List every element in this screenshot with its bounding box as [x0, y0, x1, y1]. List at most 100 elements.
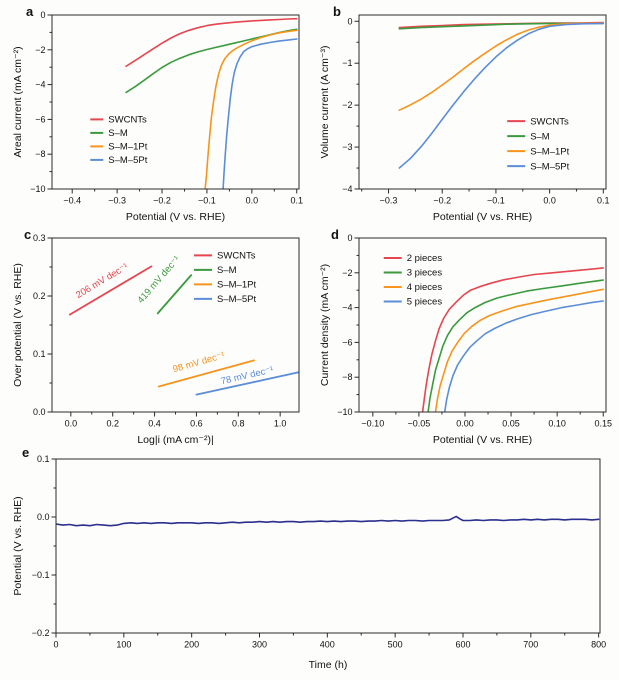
- panel-d-chart: −0.10 −0.05 0.00 0.05 0.10 0.15 0 −2 −4 −6 −8 −10 Po…: [315, 227, 615, 455]
- x-tick-label: 600: [455, 640, 470, 650]
- y-tick-label: −8: [342, 372, 352, 382]
- y-tick-label: −10: [30, 184, 45, 194]
- y-tick-label: −8: [35, 149, 45, 159]
- x-tick-label: 0.1: [290, 196, 303, 206]
- series-SWCNTs: [68, 265, 153, 316]
- series-S–M: [156, 274, 193, 315]
- chart-b-svg: −0.3 −0.2 −0.1 0.0 0.1 0 −1 −2 −3 −4 Potential (V …: [319, 14, 610, 223]
- x-tick-label: 0.0: [246, 196, 259, 206]
- y-tick-label: −4: [35, 80, 45, 90]
- x-tick-label: 0.8: [232, 419, 245, 429]
- y-tick-label: −3: [342, 142, 352, 152]
- chart-e-svg: 0 100 200 300 400 500 600 700 800 0.1 0.0 −0.1 −0.2 T…: [12, 454, 606, 671]
- plot-frame: [358, 237, 607, 413]
- y-tick-label: 0.0: [33, 407, 46, 417]
- y-axis-label: Potential (V vs. RHE): [12, 496, 24, 595]
- plot-frame: [358, 14, 607, 190]
- y-tick-label: −0.2: [32, 628, 50, 638]
- y-tick-label: 0.0: [37, 512, 50, 522]
- series-SWCNTs: [125, 17, 298, 68]
- y-tick-label: −1: [342, 58, 352, 68]
- panel-label-a: a: [26, 4, 34, 19]
- legend-label-S–M–5Pt: S–M–5Pt: [108, 155, 147, 166]
- annotation-419 mV dec⁻¹: 419 mV dec⁻¹: [135, 254, 182, 306]
- series-2 pieces: [421, 267, 605, 412]
- y-axis-label: Areal current (mA cm⁻²): [12, 46, 24, 157]
- y-tick-label: −2: [342, 268, 352, 278]
- y-tick-label: 0: [40, 10, 45, 20]
- y-axis-label: Current density (mA cm⁻²): [319, 264, 331, 386]
- x-axis-label: Log|i (mA cm⁻²)|: [137, 434, 213, 446]
- legend-label-4 pieces: 4 pieces: [407, 282, 443, 293]
- x-tick-label: 0.0: [543, 196, 556, 206]
- x-tick-label: 0: [53, 640, 58, 650]
- y-tick-label: −4: [342, 303, 352, 313]
- x-tick-label: 0.0: [65, 419, 78, 429]
- series-S–M–1Pt: [204, 29, 298, 189]
- x-tick-label: 300: [252, 640, 267, 650]
- annotation-98 mV dec⁻¹: 98 mV dec⁻¹: [172, 350, 227, 375]
- legend-label-S–M: S–M: [530, 131, 550, 142]
- y-tick-label: −4: [342, 184, 352, 194]
- plot-frame: [51, 14, 300, 190]
- x-tick-label: −0.4: [63, 196, 81, 206]
- series-S–M–5Pt: [398, 22, 605, 169]
- y-tick-label: −6: [35, 114, 45, 124]
- y-tick-label: 0.1: [37, 454, 50, 464]
- plot-frame: [55, 458, 601, 634]
- panel-e-chart: 0 100 200 300 400 500 600 700 800 0.1 0.0 −0.1 −0.2 T…: [8, 449, 614, 680]
- y-tick-label: 0.2: [33, 291, 46, 301]
- x-tick-label: −0.1: [487, 196, 505, 206]
- legend-label-SWCNTs: SWCNTs: [108, 115, 147, 126]
- legend-label-S–M–1Pt: S–M–1Pt: [217, 280, 256, 291]
- y-tick-label: 0.3: [33, 233, 46, 243]
- x-tick-label: −0.2: [153, 196, 171, 206]
- panel-c-chart: 0.0 0.2 0.4 0.6 0.8 1.0 0.0 0.1 0.2 0.3 Log|i (mA …: [8, 227, 308, 455]
- x-tick-label: 100: [116, 640, 131, 650]
- panel-label-e: e: [22, 445, 30, 460]
- x-tick-label: 0.4: [148, 419, 161, 429]
- x-tick-label: −0.05: [408, 419, 431, 429]
- x-tick-label: 0.10: [548, 419, 566, 429]
- legend-label-SWCNTs: SWCNTs: [530, 116, 569, 127]
- chart-a-svg: −0.4 −0.3 −0.2 −0.1 0.0 0.1 0 −2 −4 −6 −8 −10 Potent…: [12, 10, 303, 223]
- x-tick-label: −0.10: [361, 419, 384, 429]
- x-tick-label: 0.05: [502, 419, 520, 429]
- x-axis-label: Time (h): [309, 659, 348, 671]
- panel-label-c: c: [24, 227, 32, 242]
- x-tick-label: −0.3: [108, 196, 126, 206]
- chart-d-svg: −0.10 −0.05 0.00 0.05 0.10 0.15 0 −2 −4 −6 −8 −10 Po…: [319, 233, 612, 446]
- y-tick-label: −2: [342, 100, 352, 110]
- legend-label-5 pieces: 5 pieces: [407, 297, 443, 308]
- legend-label-S–M–5Pt: S–M–5Pt: [530, 161, 569, 172]
- x-tick-label: 200: [184, 640, 199, 650]
- x-tick-label: 0.1: [597, 196, 610, 206]
- y-tick-label: 0.1: [33, 349, 46, 359]
- y-axis-label: Volume current (A cm⁻³): [319, 46, 331, 159]
- x-tick-label: −0.3: [380, 196, 398, 206]
- y-tick-label: −2: [35, 45, 45, 55]
- x-tick-label: 0.15: [594, 419, 612, 429]
- legend-label-SWCNTs: SWCNTs: [217, 251, 256, 262]
- panel-label-b: b: [333, 4, 341, 19]
- series-stability: [56, 515, 600, 527]
- series-S–M–5Pt: [222, 38, 298, 189]
- series-S–M: [125, 28, 298, 94]
- chart-c-svg: 0.0 0.2 0.4 0.6 0.8 1.0 0.0 0.1 0.2 0.3 Log|i (mA …: [12, 233, 300, 446]
- x-axis-label: Potential (V vs. RHE): [433, 434, 532, 446]
- x-tick-label: 0.2: [106, 419, 119, 429]
- legend-label-S–M: S–M: [217, 265, 237, 276]
- x-tick-label: 1.0: [274, 419, 287, 429]
- y-tick-label: 0: [347, 233, 352, 243]
- x-tick-label: −0.2: [433, 196, 451, 206]
- legend-label-S–M–5Pt: S–M–5Pt: [217, 294, 256, 305]
- legend-label-S–M: S–M: [108, 128, 128, 139]
- panel-b-chart: −0.3 −0.2 −0.1 0.0 0.1 0 −1 −2 −3 −4 Potential (V …: [315, 4, 615, 232]
- x-tick-label: 0.6: [190, 419, 203, 429]
- x-tick-label: 0.00: [456, 419, 474, 429]
- y-tick-label: −10: [337, 407, 352, 417]
- series-4 pieces: [434, 288, 605, 412]
- y-tick-label: −6: [342, 337, 352, 347]
- panel-label-d: d: [331, 227, 339, 242]
